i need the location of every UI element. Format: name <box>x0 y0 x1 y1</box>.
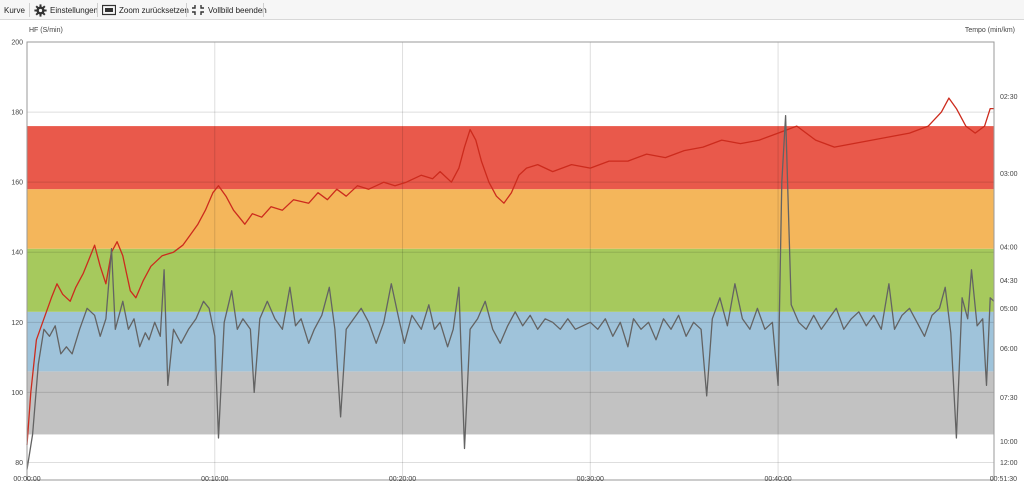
y-tick-label-right: 02:30 <box>1000 94 1018 101</box>
x-tick-label: 00:10:00 <box>201 476 228 483</box>
zone-bands <box>27 126 994 435</box>
toolbar-separator <box>186 3 187 17</box>
y-tick-label-right: 04:30 <box>1000 278 1018 285</box>
y-tick-label-right: 12:00 <box>1000 460 1018 467</box>
y-tick-label-right: 06:00 <box>1000 346 1018 353</box>
zoom-reset-button[interactable]: Zoom zurücksetzen <box>102 0 189 20</box>
fullscreen-exit-icon <box>192 5 204 15</box>
heart-rate-chart[interactable]: HF (S/min) Tempo (min/km) 80 100 120 140 160… <box>0 20 1024 489</box>
gear-icon <box>34 3 47 17</box>
y-tick-label-right: 04:00 <box>1000 244 1018 251</box>
zoom-reset-icon <box>102 4 116 16</box>
settings-label: Einstellungen <box>50 5 99 15</box>
toolbar-separator <box>263 3 264 17</box>
series-line-1 <box>26 97 994 446</box>
curve-menu-label: Kurve <box>4 5 25 15</box>
y-tick-label-left: 180 <box>11 110 23 117</box>
y-tick-label-left: 80 <box>15 460 23 467</box>
toolbar: Kurve Einstellungen Zoom zurücksetzen V <box>0 0 1024 20</box>
toolbar-separator <box>97 3 98 17</box>
x-tick-label: 00:40:00 <box>764 476 791 483</box>
x-tick-label: 00:00:00 <box>13 476 40 483</box>
x-tick-label: 00:20:00 <box>389 476 416 483</box>
x-tick-label: 00:30:00 <box>577 476 604 483</box>
y-tick-label-left: 200 <box>11 40 23 47</box>
y-tick-label-right: 07:30 <box>1000 395 1018 402</box>
settings-button[interactable]: Einstellungen <box>34 0 98 20</box>
chart-series <box>26 97 995 470</box>
y-tick-label-right: 03:00 <box>1000 171 1018 178</box>
x-tick-label: 00:51:30 <box>990 476 1017 483</box>
y-tick-label-left: 140 <box>11 250 23 257</box>
zone-band-1 <box>27 371 994 435</box>
y-axis-left-label: HF (S/min) <box>29 27 63 34</box>
y-axis-right-label: Tempo (min/km) <box>965 27 1015 34</box>
fullscreen-exit-button[interactable]: Vollbild beenden <box>191 0 267 20</box>
zoom-reset-label: Zoom zurücksetzen <box>119 5 189 15</box>
y-tick-label-left: 160 <box>11 180 23 187</box>
y-tick-label-right: 05:00 <box>1000 306 1018 313</box>
series-line-2 <box>26 114 995 470</box>
toolbar-separator <box>29 3 30 17</box>
fullscreen-exit-label: Vollbild beenden <box>208 5 267 15</box>
zone-band-3 <box>27 248 994 312</box>
zone-band-5 <box>27 126 994 190</box>
y-tick-label-right: 10:00 <box>1000 439 1018 446</box>
y-tick-label-left: 100 <box>11 390 23 397</box>
plot-frame <box>26 41 995 481</box>
curve-menu-button[interactable]: Kurve <box>4 0 25 20</box>
y-tick-label-left: 120 <box>11 320 23 327</box>
zone-band-4 <box>27 189 994 249</box>
